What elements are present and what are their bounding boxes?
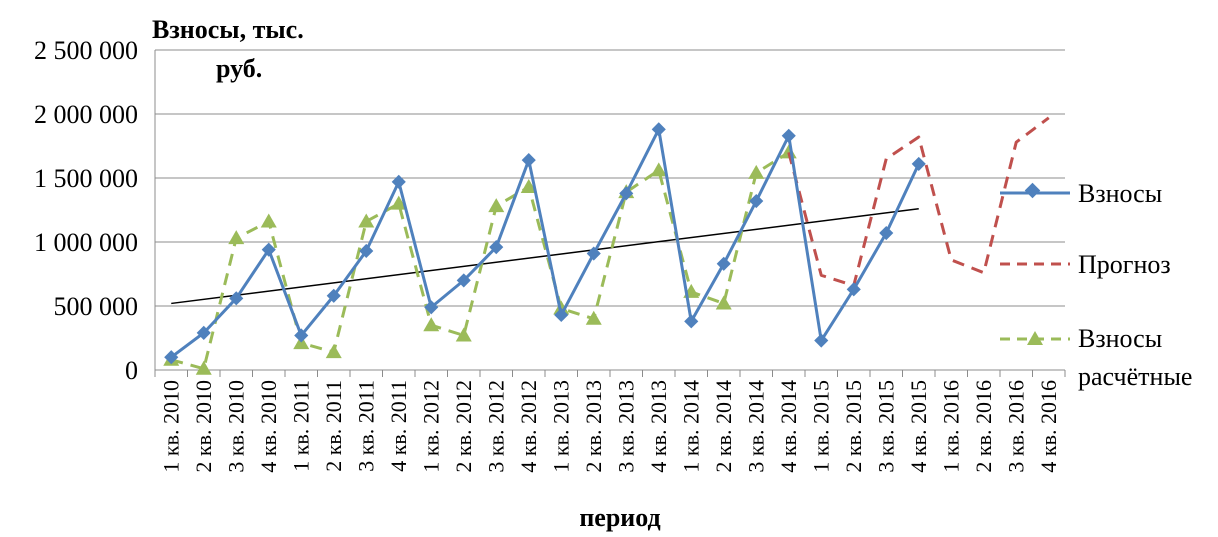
x-axis-title: период	[579, 503, 660, 532]
x-tick-label: 3 кв. 2012	[483, 380, 508, 473]
y-tick-label: 0	[125, 356, 138, 385]
chart-title-line-1: Взносы, тыс.	[152, 15, 304, 44]
data-point	[455, 327, 472, 342]
chart-title-line-2: руб.	[216, 54, 262, 83]
data-point	[359, 243, 374, 259]
data-point	[521, 153, 536, 168]
data-point	[715, 295, 732, 310]
data-point	[326, 288, 341, 303]
y-axis: 0 500 000 1 000 000 1 500 000 2 000 000 2 500…	[34, 36, 156, 385]
x-tick-label: 4 кв. 2013	[646, 380, 671, 473]
data-point	[585, 310, 602, 325]
legend-label-vznosy-raschetnye-2: расчётные	[1078, 362, 1192, 391]
data-point	[814, 333, 829, 348]
x-tick-label: 1 кв. 2016	[938, 380, 963, 473]
x-tick-label: 2 кв. 2011	[321, 380, 346, 472]
x-tick-label: 4 кв. 2016	[1036, 380, 1061, 473]
data-point	[294, 328, 309, 343]
x-tick-label: 2 кв. 2010	[191, 380, 216, 473]
x-tick-label: 2 кв. 2012	[451, 380, 476, 473]
x-tick-label: 1 кв. 2014	[678, 380, 703, 473]
x-tick-label: 2 кв. 2014	[711, 380, 736, 473]
legend-label-vznosy: Взносы	[1078, 179, 1162, 208]
x-tick-label: 1 кв. 2013	[548, 380, 573, 473]
x-tick-label: 3 кв. 2010	[223, 380, 248, 473]
trendline	[171, 207, 919, 305]
x-tick-label: 3 кв. 2015	[873, 380, 898, 473]
legend: Взносы Прогноз Взносы расчётные	[1000, 179, 1192, 391]
data-point	[879, 225, 894, 241]
data-point	[650, 162, 667, 177]
data-point	[586, 246, 601, 261]
data-point	[911, 156, 926, 171]
x-tick-label: 2 кв. 2013	[581, 380, 606, 473]
data-point	[488, 198, 505, 213]
x-tick-label: 3 кв. 2016	[1003, 380, 1028, 473]
data-point	[358, 213, 375, 228]
x-axis: 1 кв. 2010 2 кв. 2010 3 кв. 2010 4 кв. 2010…	[154, 370, 1066, 473]
x-tick-label: 1 кв. 2010	[158, 380, 183, 473]
data-point	[423, 317, 440, 332]
data-point	[228, 230, 245, 245]
data-point	[846, 282, 861, 297]
data-point	[553, 300, 570, 315]
legend-item-prognoz[interactable]: Прогноз	[1000, 250, 1171, 279]
data-point	[260, 213, 277, 228]
series-line	[787, 116, 1050, 288]
data-point	[261, 242, 276, 257]
x-tick-label: 1 кв. 2015	[808, 380, 833, 473]
series-1	[787, 116, 1050, 288]
y-tick-label: 2 000 000	[34, 100, 138, 129]
series-0	[164, 122, 926, 365]
data-point	[424, 300, 439, 315]
trendline-line	[171, 207, 919, 305]
y-tick-label: 1 500 000	[34, 164, 138, 193]
data-point	[196, 325, 211, 340]
data-point	[781, 128, 796, 143]
x-tick-label: 4 кв. 2011	[386, 380, 411, 472]
x-tick-label: 1 кв. 2012	[418, 380, 443, 473]
data-point	[489, 240, 504, 255]
data-point	[195, 360, 212, 375]
y-tick-label: 1 000 000	[34, 228, 138, 257]
y-tick-label: 500 000	[54, 292, 139, 321]
x-tick-label: 4 кв. 2012	[516, 380, 541, 473]
series-layer	[163, 116, 1050, 375]
data-point	[554, 307, 569, 323]
data-point	[456, 273, 471, 288]
x-tick-label: 4 кв. 2015	[906, 380, 931, 473]
grid-lines	[155, 49, 1065, 371]
x-tick-label: 3 кв. 2011	[353, 380, 378, 472]
data-point	[749, 193, 764, 209]
series-line	[170, 127, 921, 359]
x-tick-label: 1 кв. 2011	[288, 380, 313, 472]
data-point	[619, 186, 634, 201]
data-point	[520, 178, 537, 193]
y-tick-label: 2 500 000	[34, 36, 138, 65]
legend-label-vznosy-raschetnye-1: Взносы	[1078, 324, 1162, 353]
data-point	[164, 350, 179, 365]
data-point	[748, 164, 765, 179]
series-line	[170, 151, 790, 371]
x-tick-label: 2 кв. 2015	[841, 380, 866, 473]
data-point	[391, 174, 406, 189]
legend-diamond-marker	[1024, 182, 1041, 199]
data-point	[684, 314, 699, 329]
data-point	[390, 195, 407, 210]
legend-item-vznosy[interactable]: Взносы	[1000, 179, 1162, 208]
legend-triangle-marker	[1027, 331, 1043, 345]
x-tick-label: 4 кв. 2010	[256, 380, 281, 473]
legend-item-vznosy-raschetnye[interactable]: Взносы расчётные	[1000, 324, 1192, 391]
legend-label-prognoz: Прогноз	[1078, 250, 1171, 279]
series-2	[163, 144, 797, 375]
data-point	[229, 291, 244, 306]
data-point	[716, 256, 731, 271]
data-point	[325, 344, 342, 359]
x-tick-label: 4 кв. 2014	[776, 380, 801, 473]
x-tick-label: 3 кв. 2014	[743, 380, 768, 473]
x-tick-label: 3 кв. 2013	[613, 380, 638, 473]
data-point	[651, 122, 666, 137]
x-tick-label: 2 кв. 2016	[971, 380, 996, 473]
